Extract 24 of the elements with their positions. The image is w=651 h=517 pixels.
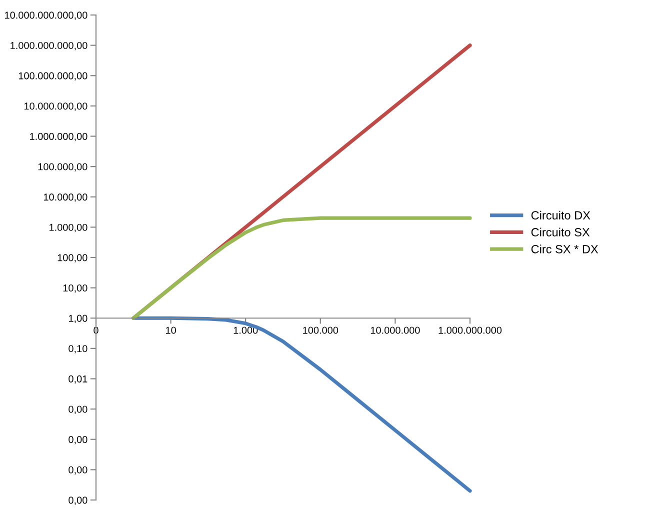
y-tick-label: 10,00 (63, 284, 88, 293)
y-tick-label: 10.000,00 (44, 194, 88, 202)
legend-label: Circuito SX (531, 228, 590, 236)
y-tick-label: 100.000,00 (38, 163, 88, 172)
y-tick-label: 100.000.000,00 (18, 72, 88, 81)
x-tick-label: 10 (166, 326, 176, 334)
y-tick-label: 0,00 (68, 466, 88, 475)
y-tick-label: 0,00 (68, 406, 88, 414)
y-tick-label: 0,10 (68, 345, 88, 354)
y-tick-label: 1.000,00 (50, 224, 88, 232)
legend-label: Circ SX * DX (531, 244, 598, 254)
x-tick-label: 1.000.000.000 (438, 326, 502, 334)
y-tick-label: 1,00 (68, 314, 88, 324)
x-tick-label: 100.000 (303, 326, 338, 334)
legend-label: Circuito DX (531, 210, 590, 220)
x-tick-label: 10.000.000 (370, 326, 420, 334)
y-tick-label: 0,00 (68, 436, 88, 444)
y-tick-label: 1.000.000.000,00 (10, 42, 88, 50)
y-tick-label: 0,00 (68, 496, 88, 505)
y-tick-label: 1.000.000,00 (30, 132, 88, 142)
y-tick-label: 0,01 (68, 375, 88, 384)
y-tick-label: 100,00 (58, 254, 88, 262)
y-tick-label: 10.000.000.000,00 (5, 12, 88, 20)
y-tick-label: 10.000.000,00 (24, 102, 88, 111)
